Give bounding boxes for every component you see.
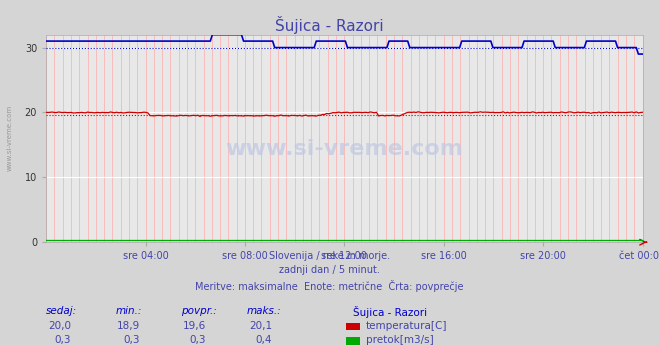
Text: Šujica - Razori: Šujica - Razori xyxy=(275,16,384,34)
Text: www.si-vreme.com: www.si-vreme.com xyxy=(7,105,13,172)
Text: Meritve: maksimalne  Enote: metrične  Črta: povprečje: Meritve: maksimalne Enote: metrične Črta… xyxy=(195,280,464,292)
Text: maks.:: maks.: xyxy=(247,306,282,316)
Text: Šujica - Razori: Šujica - Razori xyxy=(353,306,426,318)
Text: 0,3: 0,3 xyxy=(124,335,140,345)
Text: sedaj:: sedaj: xyxy=(46,306,77,316)
Text: www.si-vreme.com: www.si-vreme.com xyxy=(225,139,463,159)
Text: povpr.:: povpr.: xyxy=(181,306,217,316)
Text: 20,0: 20,0 xyxy=(48,321,71,331)
Text: 19,6: 19,6 xyxy=(183,321,206,331)
Text: 0,4: 0,4 xyxy=(256,335,272,345)
Text: 0,3: 0,3 xyxy=(190,335,206,345)
Text: 18,9: 18,9 xyxy=(117,321,140,331)
Text: temperatura[C]: temperatura[C] xyxy=(366,321,447,331)
Text: 0,3: 0,3 xyxy=(55,335,71,345)
Text: Slovenija / reke in morje.: Slovenija / reke in morje. xyxy=(269,251,390,261)
Text: pretok[m3/s]: pretok[m3/s] xyxy=(366,335,434,345)
Text: zadnji dan / 5 minut.: zadnji dan / 5 minut. xyxy=(279,265,380,275)
Text: 20,1: 20,1 xyxy=(249,321,272,331)
Text: min.:: min.: xyxy=(115,306,142,316)
